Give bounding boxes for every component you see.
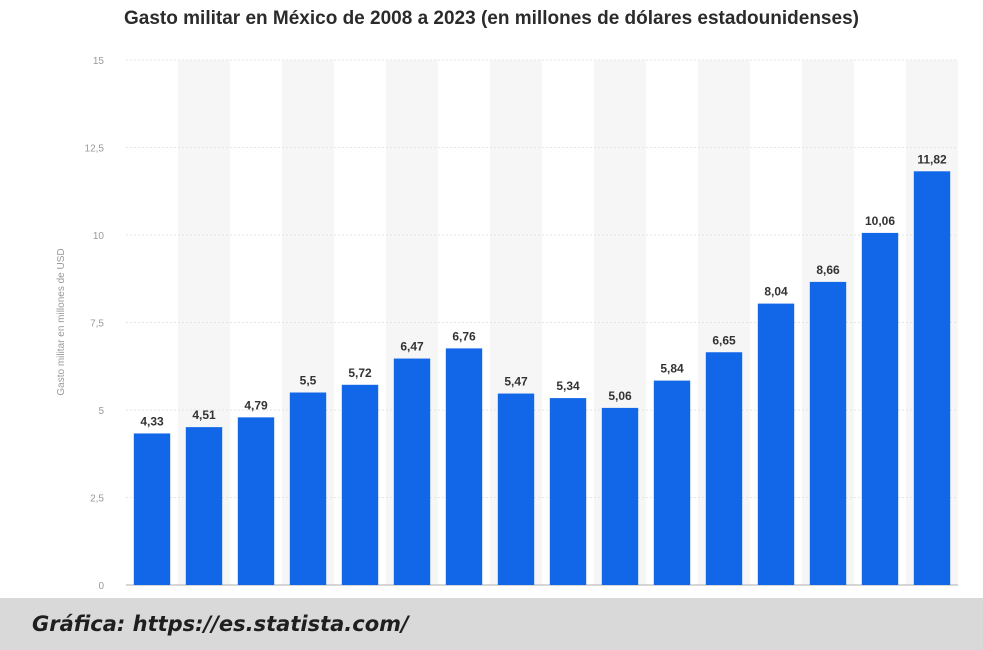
bar [341,384,379,585]
bar-value-label: 6,47 [400,340,424,354]
bar [185,427,223,585]
y-axis-title: Gasto militar en millones de USD [56,248,67,395]
chart-title: Gasto militar en México de 2008 a 2023 (… [124,8,859,29]
caption-band: Gráfica: https://es.statista.com/ [0,598,983,650]
bar [445,348,483,585]
bar [497,393,535,585]
bar [913,171,951,586]
y-tick-label: 7,5 [90,319,104,330]
bar [601,407,639,585]
bar-value-label: 10,06 [865,214,895,228]
bar-value-label: 5,47 [504,375,528,389]
y-tick-label: 5 [98,406,104,417]
bar-value-label: 8,66 [816,263,840,277]
bar [653,380,691,585]
bar [133,433,171,585]
bar-chart: 0 2,5 5 7,5 10 12,5 15 4,33 4,51 4,79 5,5 5,72 6,47 6… [56,56,958,592]
bar [757,303,795,585]
bar-value-label: 6,65 [712,333,736,347]
y-tick-label: 0 [98,581,104,592]
bar-value-label: 5,34 [556,379,580,393]
bar [705,352,743,585]
y-tick-label: 10 [93,231,105,242]
bar [393,358,431,585]
bar-value-label: 8,04 [764,285,788,299]
bar-value-label: 4,79 [244,398,268,412]
bars-layer [133,171,951,586]
bar [861,232,899,585]
bar-value-label: 5,72 [348,366,372,380]
bar [809,281,847,585]
bar [549,398,587,585]
bar [237,417,275,585]
y-tick-label: 12,5 [85,144,105,155]
bar-value-label: 4,33 [140,414,164,428]
bar-value-label: 6,76 [452,329,476,343]
bar [289,392,327,585]
labels-layer: 0 2,5 5 7,5 10 12,5 15 4,33 4,51 4,79 5,5 5,72 6,47 6… [85,56,947,592]
y-tick-label: 2,5 [90,494,104,505]
source-caption: Gráfica: https://es.statista.com/ [32,612,409,636]
bar-value-label: 5,84 [660,362,684,376]
bar-value-label: 5,5 [300,374,317,388]
y-tick-label: 15 [93,56,105,67]
bar-value-label: 11,82 [917,152,947,166]
bar-value-label: 5,06 [608,389,632,403]
bar-value-label: 4,51 [192,408,216,422]
